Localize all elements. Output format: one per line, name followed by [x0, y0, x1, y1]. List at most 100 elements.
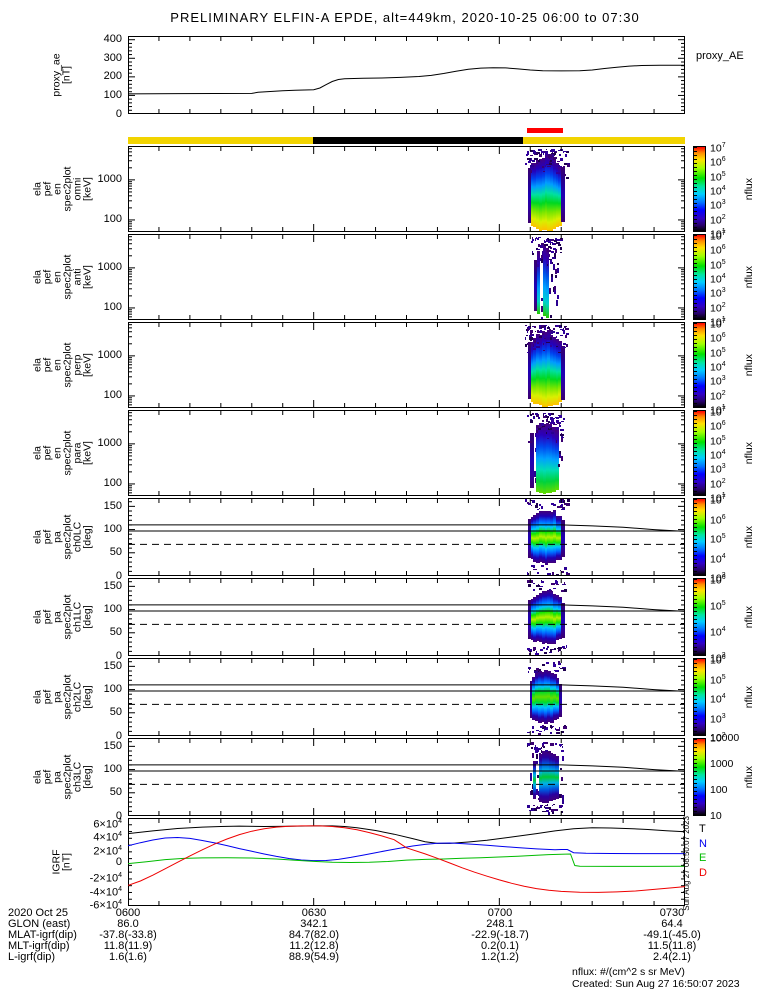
- spectrogram-pitch-ch3lc: [128, 738, 685, 816]
- colorbar-title: nflux: [742, 441, 755, 465]
- time-tick-label: 0700: [487, 907, 513, 919]
- colorbar-label: 103: [710, 375, 726, 388]
- colorbar: [693, 146, 706, 232]
- y-tick-label: 150: [103, 499, 122, 512]
- colorbar: [693, 578, 706, 656]
- colorbar-label: 101: [710, 228, 726, 241]
- colorbar-label: 103: [710, 287, 726, 300]
- axis-ticks-svg: [128, 234, 685, 320]
- burst-layer: [129, 739, 684, 815]
- axis-ticks-svg: [128, 36, 685, 114]
- ephemeris-row-date: 2020 Oct 25 0600 0630 0700 0730: [0, 907, 775, 919]
- colorbar: [693, 410, 706, 496]
- mlt-value: 0.2(0.1): [481, 940, 519, 952]
- orbit-flag-segment: [128, 137, 313, 144]
- colorbar-label: 107: [710, 406, 726, 419]
- colorbar: [693, 234, 706, 320]
- y-tick-label: 150: [103, 659, 122, 672]
- l-value: 88.9(54.9): [288, 951, 340, 963]
- y-tick-label: 1000: [97, 261, 122, 274]
- orbit-flag-strip: [128, 128, 685, 144]
- colorbar-label: 104: [710, 449, 726, 462]
- y-tick-label: 400: [103, 33, 122, 46]
- y-tick-label: 200: [103, 70, 122, 83]
- spectrogram-pitch-ch2lc: [128, 658, 685, 736]
- colorbar-label: 107: [710, 318, 726, 331]
- y-tick-label: 300: [103, 51, 122, 64]
- colorbar: [693, 738, 706, 816]
- row-label-l: L-igrf(dip): [8, 951, 56, 963]
- colorbar-label: 10: [710, 810, 722, 822]
- y-tick-label: 100: [103, 763, 122, 776]
- y-tick-label: 1000: [97, 349, 122, 362]
- colorbar-label: 101: [710, 316, 726, 329]
- axis-ticks-svg: [128, 578, 685, 656]
- igrf-legend-letter-d: D: [699, 866, 707, 879]
- colorbar: [693, 658, 706, 736]
- colorbar-label: 104: [710, 185, 726, 198]
- created-note: Created: Sun Aug 27 16:50:07 2023: [572, 977, 740, 990]
- axis-ticks-svg: [128, 738, 685, 816]
- colorbar-label: 104: [710, 552, 726, 565]
- y-tick-label: 100: [103, 389, 122, 402]
- l-value: 1.2(1.2): [481, 951, 519, 963]
- colorbar-label: 106: [710, 654, 726, 667]
- colorbar-label: 103: [710, 712, 726, 725]
- y-tick-label: 0: [115, 107, 122, 120]
- glon-value: 342.1: [300, 918, 328, 930]
- axis-ticks-svg: [128, 658, 685, 736]
- ephemeris-row-mlat: MLAT-igrf(dip) -37.8(-33.8) 84.7(82.0) -…: [0, 929, 775, 941]
- colorbar-label: 102: [710, 732, 726, 745]
- colorbar-label: 102: [710, 301, 726, 315]
- mlat-value: -49.1(-45.0): [643, 929, 701, 941]
- time-tick-label: 0630: [301, 907, 327, 919]
- ephemeris-row-glon: GLON (east) 86.0 342.1 248.1 64.4: [0, 918, 775, 930]
- spectrogram-pitch-ch1lc: [128, 578, 685, 656]
- y-tick-label: 50: [109, 546, 122, 559]
- plot-title: PRELIMINARY ELFIN-A EPDE, alt=449km, 202…: [170, 10, 640, 25]
- burst-layer: [129, 499, 684, 575]
- colorbar-label: 104: [710, 626, 726, 639]
- proxy-ae-panel: [128, 36, 685, 114]
- colorbar-label: 102: [710, 389, 726, 403]
- side-timestamp: Sun Aug 27 08:50:07 2023: [682, 815, 691, 911]
- y-tick-label: -4×104: [89, 885, 122, 899]
- colorbar: [693, 498, 706, 576]
- burst-layer: [129, 411, 684, 495]
- colorbar-label: 101: [710, 404, 726, 417]
- colorbar-label: 105: [710, 533, 726, 546]
- spectrogram-energy-para: [128, 410, 685, 496]
- colorbar-label: 107: [710, 142, 726, 155]
- colorbar-title: nflux: [742, 525, 755, 549]
- colorbar-label: 103: [710, 572, 726, 585]
- y-tick-label: 4×104: [93, 831, 122, 845]
- burst-layer: [129, 579, 684, 655]
- igrf-legend-letter-e: E: [699, 852, 707, 864]
- axis-ticks-svg: [128, 498, 685, 576]
- y-tick-label: -6×104: [89, 899, 122, 912]
- colorbar-label: 107: [710, 230, 726, 243]
- colorbar-label: 1000: [710, 758, 734, 770]
- orbit-flag-segment: [312, 137, 523, 144]
- igrf-legend-letter-t: T: [699, 823, 706, 835]
- nflux-units-note: nflux: #/(cm^2 s sr MeV): [572, 966, 685, 978]
- colorbar-label: 105: [710, 434, 726, 448]
- colorbar-label: 103: [710, 463, 726, 476]
- y-tick-label: 2×104: [93, 845, 122, 858]
- colorbar-label: 102: [710, 213, 726, 227]
- colorbar-label: 106: [710, 244, 726, 257]
- row-label-mlt: MLT-igrf(dip): [8, 940, 70, 952]
- y-tick-label: -2×104: [89, 872, 122, 885]
- y-tick-label: 0: [115, 729, 122, 742]
- row-label-mlat: MLAT-igrf(dip): [8, 929, 77, 941]
- mlat-value: 84.7(82.0): [288, 929, 340, 941]
- glon-value: 64.4: [661, 918, 683, 930]
- burst-layer: [129, 659, 684, 735]
- y-tick-label: 50: [109, 786, 122, 799]
- colorbar-label: 103: [710, 652, 726, 665]
- colorbar-label: 103: [710, 199, 726, 212]
- colorbar-label: 105: [710, 346, 726, 360]
- ephemeris-row-l: L-igrf(dip) 1.6(1.6) 88.9(54.9) 1.2(1.2)…: [0, 951, 775, 963]
- burst-layer: [129, 323, 684, 407]
